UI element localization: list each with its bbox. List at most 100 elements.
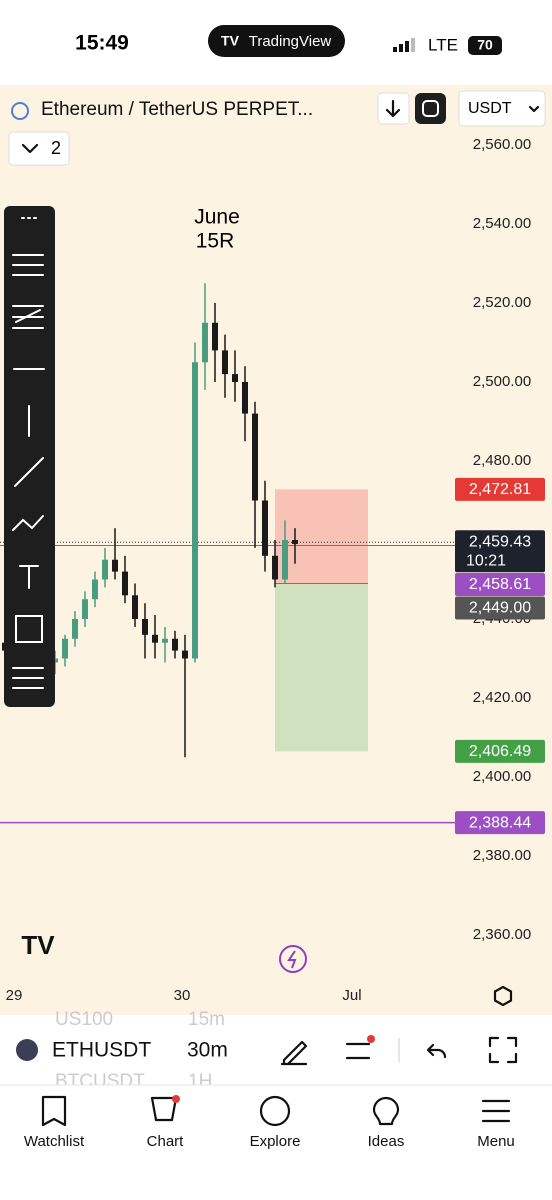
undo-btn[interactable]: [426, 1043, 447, 1059]
badge: [172, 1095, 180, 1103]
tool-channel[interactable]: [12, 305, 44, 329]
price-tag-label: 2,458.61: [469, 576, 531, 593]
nav-label[interactable]: Menu: [477, 1133, 515, 1150]
price-tag-label: 2,459.43: [469, 533, 531, 550]
price-tag: [455, 739, 545, 763]
candle-body: [222, 350, 228, 375]
ghost-symbol: US100: [55, 1009, 113, 1030]
price-tag: [455, 596, 545, 620]
candle-body: [192, 362, 198, 659]
candle-body: [92, 579, 98, 600]
y-tick-label: 2,540.00: [473, 215, 531, 232]
price-tag: [455, 572, 545, 596]
app-pill-text: TradingView: [249, 33, 332, 50]
chevron: [528, 105, 540, 113]
fullscreen-btn[interactable]: [488, 1036, 518, 1064]
tool-fib[interactable]: [12, 254, 44, 276]
symbol-icon[interactable]: [11, 102, 29, 120]
layout-btn[interactable]: [415, 93, 446, 124]
candle-body: [182, 650, 188, 659]
y-tick-label: 2,380.00: [473, 847, 531, 864]
chart-icon[interactable]: [150, 1096, 178, 1122]
symbol[interactable]: ETHUSDT: [52, 1039, 151, 1062]
candle-body: [102, 559, 108, 580]
candle-body: [252, 413, 258, 501]
candle-body: [292, 540, 298, 544]
watchlist-icon[interactable]: [41, 1095, 67, 1127]
price-tag: [455, 811, 545, 835]
quick-action[interactable]: [279, 945, 307, 973]
annotation: 15R: [196, 230, 235, 253]
tool-text[interactable]: [19, 565, 39, 589]
x-tick-label: 29: [6, 987, 23, 1004]
annotation: June: [194, 206, 240, 229]
candle-body: [82, 599, 88, 619]
indicators-toggle[interactable]: [8, 131, 70, 166]
bolt: [287, 950, 297, 969]
symbol-bar: [0, 1015, 552, 1085]
nav-label[interactable]: Watchlist: [24, 1133, 85, 1150]
y-tick-label: 2,420.00: [473, 689, 531, 706]
ghost-interval: 15m: [188, 1009, 225, 1030]
signal: [393, 38, 415, 52]
candle-body: [232, 374, 238, 382]
indicators-btn[interactable]: [345, 1042, 371, 1060]
chevron: [21, 143, 39, 154]
drawing-toolbar: [4, 206, 55, 707]
candle-body: [272, 555, 278, 580]
explore-icon[interactable]: [259, 1095, 291, 1127]
currency-select[interactable]: [458, 90, 546, 127]
candle-body: [242, 382, 248, 414]
settings[interactable]: [493, 985, 513, 1007]
candle-body: [72, 619, 78, 639]
battery: [468, 36, 502, 55]
symbol-title[interactable]: Ethereum / TetherUS PERPET...: [41, 99, 313, 120]
menu-icon[interactable]: [481, 1099, 511, 1123]
price-tag-label: 2,406.49: [469, 743, 531, 760]
candle-body: [62, 638, 68, 659]
download-icon: [385, 99, 401, 118]
nav-labels: Watchlist Chart Explore Ideas Menu: [24, 1133, 515, 1150]
candle-body: [282, 540, 288, 580]
tool-rect[interactable]: [15, 615, 43, 643]
nav-label[interactable]: Explore: [250, 1133, 301, 1150]
candle-body: [142, 619, 148, 635]
toolbar-icons: [12, 217, 45, 689]
layout-icon: [422, 100, 439, 117]
tv-watermark: TV: [21, 930, 55, 960]
nav-bar: [0, 1085, 552, 1200]
y-tick-label: 2,360.00: [473, 926, 531, 943]
y-tick-label: 2,400.00: [473, 768, 531, 785]
price-tag-label: 2,449.00: [469, 600, 531, 617]
tool-more[interactable]: [12, 667, 44, 689]
nav-label[interactable]: Ideas: [368, 1133, 405, 1150]
network: LTE: [428, 35, 458, 54]
tool-trend[interactable]: [14, 457, 44, 487]
candle-body: [112, 559, 118, 572]
indicator-count: 2: [51, 138, 61, 158]
y-tick-label: 2,480.00: [473, 452, 531, 469]
nav-label[interactable]: Chart: [147, 1133, 185, 1150]
app-pill: [208, 25, 345, 57]
x-tick-label: 30: [174, 987, 191, 1004]
draw-btn[interactable]: [280, 1040, 308, 1066]
interval[interactable]: 30m: [187, 1039, 228, 1062]
y-tick-label: 2,500.00: [473, 373, 531, 390]
y-tick-label: 2,520.00: [473, 294, 531, 311]
y-tick-label: 2,560.00: [473, 136, 531, 153]
price-tag: [455, 530, 545, 573]
ideas-icon[interactable]: [372, 1096, 400, 1126]
candle-body: [172, 638, 178, 651]
badge: [367, 1035, 375, 1043]
candle-body: [162, 638, 168, 643]
candle-body: [152, 634, 158, 643]
price-tag: [455, 477, 545, 501]
clock: 15:49: [75, 32, 129, 55]
candle-body: [132, 595, 138, 619]
price-tag-label: 2,472.81: [469, 481, 531, 498]
candle-body: [122, 571, 128, 596]
tool-path[interactable]: [12, 515, 44, 531]
price-tag-countdown: 10:21: [466, 552, 506, 569]
